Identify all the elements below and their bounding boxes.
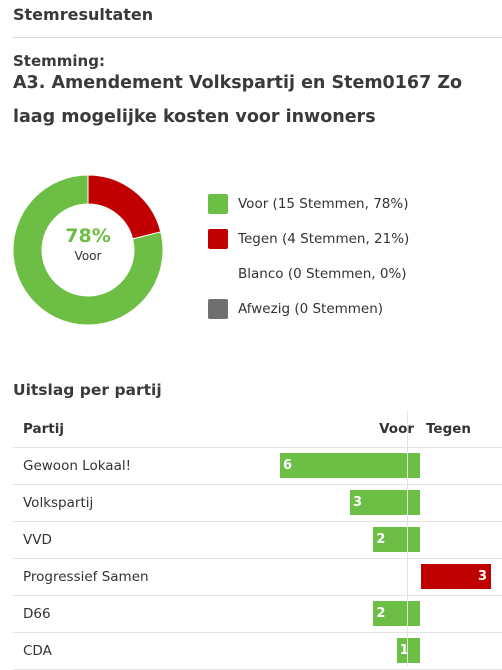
- bar-voor: 2: [373, 601, 420, 626]
- party-name: VVD: [23, 532, 52, 548]
- vote-donut-chart: [12, 174, 164, 326]
- table-row: D66 2: [13, 596, 502, 633]
- party-name: Progressief Samen: [23, 569, 149, 585]
- legend-swatch-voor: [208, 193, 228, 214]
- legend-item-tegen: Tegen (4 Stemmen, 21%): [208, 221, 409, 256]
- legend-item-blanco: Blanco (0 Stemmen, 0%): [208, 256, 409, 291]
- column-header-voor: Voor: [379, 421, 414, 437]
- donut-percentage: 78%: [65, 225, 111, 247]
- legend-label-blanco: Blanco (0 Stemmen, 0%): [238, 265, 407, 282]
- bar-tegen: 3: [421, 564, 491, 589]
- header-title: Stemresultaten: [13, 5, 154, 24]
- table-row: VVD 2: [13, 522, 502, 559]
- legend-item-voor: Voor (15 Stemmen, 78%): [208, 186, 409, 221]
- bar-voor: 2: [373, 527, 420, 552]
- legend-label-tegen: Tegen (4 Stemmen, 21%): [238, 230, 410, 247]
- column-header-party: Partij: [23, 421, 65, 437]
- party-name: Gewoon Lokaal!: [23, 458, 132, 474]
- vote-legend: Voor (15 Stemmen, 78%) Tegen (4 Stemmen,…: [208, 186, 409, 326]
- donut-segment-voor: [12, 174, 164, 326]
- party-name: CDA: [23, 643, 52, 659]
- legend-swatch-tegen: [208, 228, 228, 249]
- donut-segment-tegen: [87, 174, 162, 240]
- bar-voor: 1: [396, 638, 420, 663]
- results-table-header: Partij Voor Tegen: [13, 411, 502, 448]
- table-row: CDA 1: [13, 633, 502, 670]
- results-section-title: Uitslag per partij: [13, 381, 162, 399]
- legend-label-voor: Voor (15 Stemmen, 78%): [238, 195, 409, 212]
- stemming-title: A3. Amendement Volkspartij en Stem0167 Z…: [13, 73, 463, 127]
- legend-swatch-afwezig: [208, 298, 228, 319]
- table-row: Gewoon Lokaal! 6: [13, 448, 502, 485]
- header-divider: [13, 37, 502, 38]
- stemming-label: Stemming:: [13, 52, 105, 70]
- results-table: Partij Voor Tegen Gewoon Lokaal! 6 Volkspa…: [13, 411, 502, 670]
- party-name: Volkspartij: [23, 495, 94, 511]
- legend-swatch-blanco: [208, 264, 228, 284]
- table-row: Progressief Samen 3: [13, 559, 502, 596]
- legend-label-afwezig: Afwezig (0 Stemmen): [238, 300, 384, 317]
- bar-voor: 6: [280, 453, 420, 478]
- voor-tegen-divider: [407, 411, 408, 666]
- legend-item-afwezig: Afwezig (0 Stemmen): [208, 291, 409, 326]
- donut-center-label: 78% Voor: [12, 224, 164, 264]
- party-name: D66: [23, 606, 51, 622]
- column-header-tegen: Tegen: [426, 421, 472, 437]
- table-row: Volkspartij 3: [13, 485, 502, 522]
- bar-voor: 3: [350, 490, 420, 515]
- donut-percentage-label: Voor: [74, 249, 102, 263]
